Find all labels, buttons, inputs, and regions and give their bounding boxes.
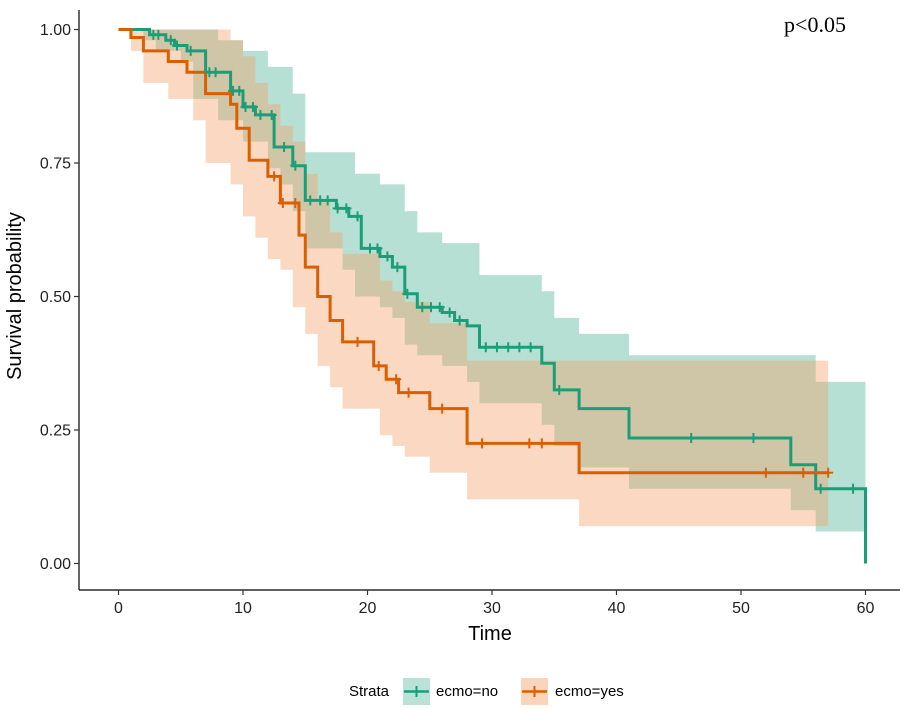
censor-mark-ecmo-yes <box>524 438 535 449</box>
censor-mark-ecmo-no <box>748 433 759 444</box>
censor-mark-ecmo-yes <box>536 438 547 449</box>
censor-mark-ecmo-no <box>234 85 245 96</box>
y-tick-label: 1.00 <box>40 22 71 39</box>
censor-mark-ecmo-yes <box>823 467 834 478</box>
censor-mark-ecmo-no <box>172 40 183 51</box>
legend-label-ecmo-no: ecmo=no <box>436 683 498 700</box>
censor-mark-ecmo-no <box>454 315 465 326</box>
x-tick-label: 50 <box>732 600 750 617</box>
legend: Strata ecmo=no ecmo=yes <box>349 678 624 705</box>
censor-mark-ecmo-no <box>372 243 383 254</box>
legend-key-ecmo-yes <box>521 678 548 705</box>
censor-mark-ecmo-no <box>402 288 413 299</box>
censor-mark-ecmo-no <box>185 45 196 56</box>
y-tick-label: 0.25 <box>40 423 71 440</box>
censor-mark-ecmo-no <box>392 262 403 273</box>
x-axis-title: Time <box>468 623 512 645</box>
confidence-bands <box>118 29 866 532</box>
censor-mark-ecmo-no <box>352 211 363 222</box>
censor-mark-ecmo-no <box>290 160 301 171</box>
censor-mark-ecmo-no <box>815 483 826 494</box>
y-tick-label: 0.00 <box>40 556 71 573</box>
x-tick-label: 10 <box>234 600 252 617</box>
x-tick-label: 30 <box>483 600 501 617</box>
censor-mark-ecmo-yes <box>798 467 809 478</box>
censor-mark-ecmo-no <box>305 195 316 206</box>
censor-mark-ecmo-yes <box>352 336 363 347</box>
censor-mark-ecmo-no <box>425 302 436 313</box>
x-tick-label: 20 <box>359 600 377 617</box>
censor-mark-ecmo-no <box>554 384 565 395</box>
y-axis-ticks: 0.00 0.25 0.50 0.75 1.00 <box>40 22 79 573</box>
censor-mark-ecmo-no <box>503 342 514 353</box>
censor-marks <box>148 29 859 494</box>
confidence-band-ecmo-no <box>118 29 866 532</box>
legend-label-ecmo-yes: ecmo=yes <box>555 683 624 700</box>
y-tick-label: 0.75 <box>40 156 71 173</box>
censor-mark-ecmo-no <box>341 203 352 214</box>
x-axis-ticks: 0 10 20 30 40 50 60 <box>114 590 875 617</box>
censor-mark-ecmo-yes <box>290 198 301 209</box>
censor-mark-ecmo-no <box>434 302 445 313</box>
x-tick-label: 0 <box>114 600 123 617</box>
censor-mark-ecmo-no <box>686 433 697 444</box>
legend-title: Strata <box>349 683 390 700</box>
censor-mark-ecmo-no <box>255 109 266 120</box>
censor-mark-ecmo-no <box>444 307 455 318</box>
censor-mark-ecmo-no <box>210 67 221 78</box>
censor-mark-ecmo-no <box>525 342 536 353</box>
censor-mark-ecmo-yes <box>403 387 414 398</box>
censor-mark-ecmo-yes <box>391 374 402 385</box>
confidence-band-ecmo-yes <box>118 29 829 527</box>
y-tick-label: 0.50 <box>40 289 71 306</box>
x-tick-label: 40 <box>608 600 626 617</box>
censor-mark-ecmo-yes <box>373 360 384 371</box>
censor-mark-ecmo-no <box>153 29 164 40</box>
x-tick-label: 60 <box>857 600 875 617</box>
censor-mark-ecmo-yes <box>437 403 448 414</box>
censor-mark-ecmo-yes <box>477 438 488 449</box>
censor-mark-ecmo-no <box>480 342 491 353</box>
y-axis-title: Survival probability <box>4 212 26 380</box>
censor-mark-ecmo-no <box>332 203 343 214</box>
censor-mark-ecmo-no <box>165 35 176 46</box>
censor-mark-ecmo-no <box>417 302 428 313</box>
censor-mark-ecmo-no <box>266 109 277 120</box>
legend-key-ecmo-no <box>403 678 430 705</box>
censor-mark-ecmo-no <box>247 101 258 112</box>
p-value-annotation: p<0.05 <box>784 12 846 37</box>
censor-mark-ecmo-no <box>322 195 333 206</box>
censor-mark-ecmo-yes <box>269 171 280 182</box>
censor-mark-ecmo-no <box>491 342 502 353</box>
censor-mark-ecmo-yes <box>277 198 288 209</box>
censor-mark-ecmo-no <box>848 483 859 494</box>
censor-mark-ecmo-yes <box>760 467 771 478</box>
censor-mark-ecmo-no <box>382 251 393 262</box>
censor-mark-ecmo-no <box>514 342 525 353</box>
censor-mark-ecmo-no <box>279 141 290 152</box>
